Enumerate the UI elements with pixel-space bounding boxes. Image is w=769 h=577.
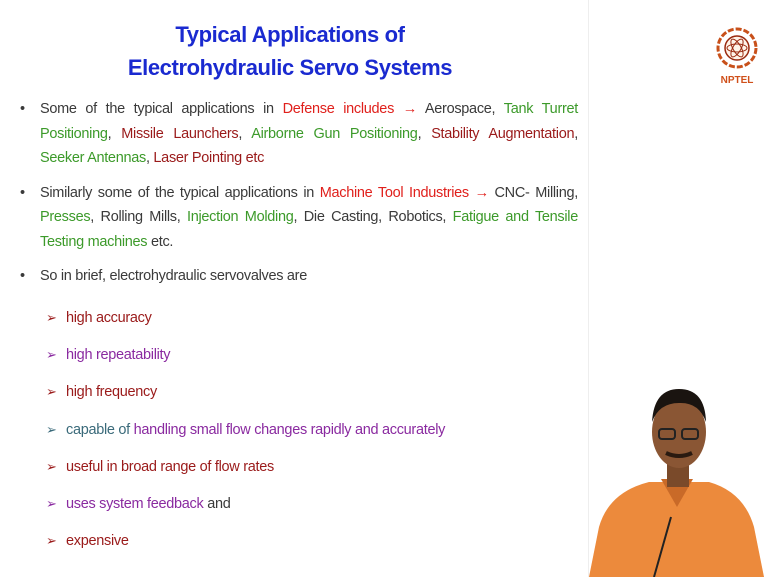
text-segment: Presses (40, 209, 90, 225)
bullet-item: So in brief, electrohydraulic servovalve… (18, 264, 578, 289)
text-segment: Injection Molding (187, 209, 294, 225)
sub-item: ➢ useful in broad range of flow rates (46, 455, 445, 492)
text-segment: , Rolling Mills, (90, 209, 187, 225)
text-segment: useful in broad range of flow rates (66, 459, 274, 475)
arrow-marker: ➢ (46, 306, 57, 330)
arrow-marker: ➢ (46, 343, 57, 367)
presenter (569, 367, 769, 577)
text-segment: Stability Augmentation (431, 126, 574, 142)
sub-item: ➢ capable of handling small flow changes … (46, 418, 445, 455)
sub-item: ➢ expensive (46, 529, 445, 566)
bullet-item: Some of the typical applications in Defe… (18, 97, 578, 171)
logo-emblem (715, 26, 759, 70)
text-segment: → (394, 101, 425, 117)
text-segment: → (469, 185, 495, 201)
sub-item: ➢ high accuracy (46, 306, 445, 343)
bullet-list: Some of the typical applications in Defe… (18, 97, 578, 299)
arrow-marker: ➢ (46, 418, 57, 442)
text-segment: etc. (147, 234, 173, 250)
text-segment: handling small flow changes rapidly and … (134, 422, 445, 438)
arrow-marker: ➢ (46, 492, 57, 516)
text-segment: high repeatability (66, 347, 170, 363)
title-line: Typical Applications of (60, 18, 520, 51)
text-segment: high frequency (66, 384, 157, 400)
bullet-item: Similarly some of the typical applicatio… (18, 181, 578, 255)
sub-list: ➢ high accuracy ➢ high repeatability ➢ high f… (46, 306, 445, 566)
text-segment: capable of (66, 422, 134, 438)
text-segment: Aerospace (425, 101, 492, 117)
arrow-marker: ➢ (46, 380, 57, 404)
slide-page: Typical Applications of Electrohydraulic… (0, 0, 769, 577)
text-segment: Defense includes (283, 101, 394, 117)
title-line: Electrohydraulic Servo Systems (60, 51, 520, 84)
text-segment: CNC- Milling, (495, 185, 578, 201)
text-segment: , Die Casting, Robotics, (293, 209, 452, 225)
text-segment: expensive (66, 533, 129, 549)
text-segment: Airborne Gun Positioning (251, 126, 417, 142)
sub-item: ➢ high frequency (46, 380, 445, 417)
text-segment: Some of the typical applications in (40, 101, 283, 117)
arrow-marker: ➢ (46, 529, 57, 553)
text-segment: Seeker Antennas (40, 150, 146, 166)
title: Typical Applications of Electrohydraulic… (60, 18, 520, 84)
text-segment: , (418, 126, 432, 142)
text-segment: Laser Pointing etc (153, 150, 264, 166)
sub-item: ➢ high repeatability (46, 343, 445, 380)
text-segment: , (108, 126, 122, 142)
text-segment: , (238, 126, 251, 142)
text-segment: Missile Launchers (121, 126, 238, 142)
text-segment: Similarly some of the typical applicatio… (40, 185, 320, 201)
arrow-marker: ➢ (46, 455, 57, 479)
text-segment: So in brief, electrohydraulic servovalve… (40, 268, 307, 284)
logo-label: NPTEL (712, 75, 762, 86)
sub-item: ➢ uses system feedback and (46, 492, 445, 529)
text-segment: high accuracy (66, 310, 152, 326)
text-segment: Machine Tool Industries (320, 185, 469, 201)
text-segment: and (203, 496, 230, 512)
text-segment: uses system feedback (66, 496, 203, 512)
text-segment: , (492, 101, 504, 117)
logo: NPTEL (712, 26, 762, 86)
text-segment: , (574, 126, 578, 142)
